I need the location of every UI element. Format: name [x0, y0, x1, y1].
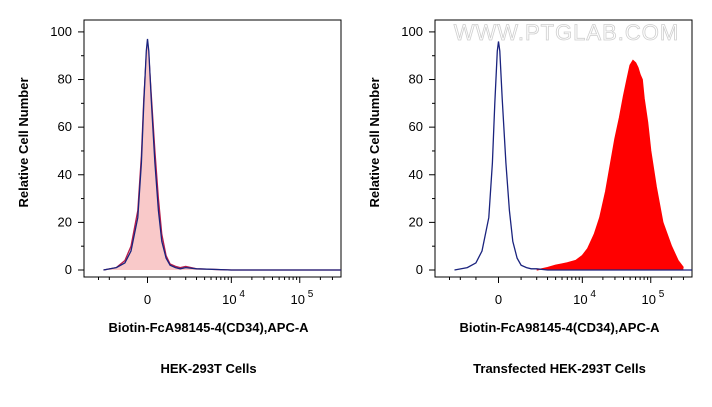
histogram-panel-right: WWW.PTGLAB.COM Relative Cell Number Biot… — [367, 19, 693, 376]
y-tick-label: 40 — [58, 167, 72, 182]
histogram-line-sample — [536, 59, 684, 271]
histogram-series-group — [454, 41, 692, 271]
y-axis-label: Relative Cell Number — [16, 77, 31, 207]
panel-caption: HEK-293T Cells — [160, 361, 256, 376]
histogram-area-control — [103, 39, 341, 270]
x-tick-exponent: 5 — [308, 289, 314, 300]
y-tick-label: 60 — [409, 119, 423, 134]
y-tick-label: 80 — [409, 72, 423, 87]
histogram-area-sample — [536, 60, 684, 270]
y-tick-label: 80 — [58, 72, 72, 87]
y-tick-label: 0 — [65, 262, 72, 277]
y-tick-label: 60 — [58, 119, 72, 134]
y-tick-label: 20 — [58, 214, 72, 229]
y-tick-label: 100 — [50, 24, 72, 39]
x-tick-exponent: 5 — [659, 289, 665, 300]
plot-frame — [434, 19, 693, 278]
y-axis-ticks: 0 20 40 60 80 100 — [401, 24, 435, 277]
x-tick-label: 10 — [291, 292, 305, 307]
histogram-series-group — [103, 38, 341, 271]
y-tick-label: 40 — [409, 167, 423, 182]
y-tick-label: 0 — [416, 262, 423, 277]
histogram-line-control — [454, 41, 692, 271]
y-axis-label: Relative Cell Number — [367, 77, 382, 207]
y-tick-label: 100 — [401, 24, 423, 39]
x-axis-label: Biotin-FcA98145-4(CD34),APC-A — [459, 320, 660, 335]
x-tick-exponent: 4 — [239, 289, 245, 300]
y-tick-label: 20 — [409, 214, 423, 229]
watermark-text: WWW.PTGLAB.COM — [454, 20, 679, 45]
x-axis-ticks: 0 10 4 10 5 — [448, 277, 684, 307]
histogram-panel-left: Relative Cell Number Biotin-FcA98145-4(C… — [16, 19, 342, 376]
histogram-line-sample — [103, 43, 341, 271]
plot-frame — [83, 19, 342, 278]
x-tick-exponent: 4 — [590, 289, 596, 300]
x-tick-label: 0 — [144, 292, 151, 307]
x-tick-label: 0 — [495, 292, 502, 307]
x-axis-label: Biotin-FcA98145-4(CD34),APC-A — [108, 320, 309, 335]
x-tick-label: 10 — [573, 292, 587, 307]
y-axis-ticks: 0 20 40 60 80 100 — [50, 24, 84, 277]
x-axis-ticks: 0 10 4 10 5 — [97, 277, 333, 307]
x-tick-label: 10 — [642, 292, 656, 307]
panel-caption: Transfected HEK-293T Cells — [473, 361, 646, 376]
x-tick-label: 10 — [222, 292, 236, 307]
histogram-line-control — [103, 38, 341, 271]
